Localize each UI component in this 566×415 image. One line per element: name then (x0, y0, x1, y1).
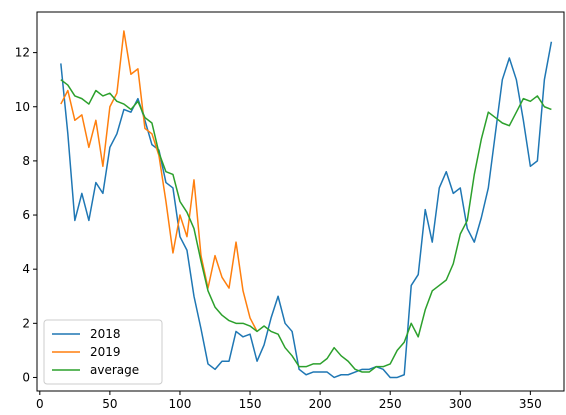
x-tick-label: 300 (449, 397, 472, 411)
x-tick-label: 250 (379, 397, 402, 411)
plot-frame (36, 11, 565, 392)
x-tick-label: 100 (169, 397, 192, 411)
series-line (60, 30, 258, 332)
series-line (60, 79, 552, 373)
y-tick-label: 0 (22, 370, 30, 384)
x-tick-label: 350 (519, 397, 542, 411)
legend-box (43, 319, 163, 385)
legend-label: 2019 (90, 345, 121, 359)
legend: 2018 2019 average (43, 319, 163, 385)
x-tick-label: 0 (36, 397, 44, 411)
x-tick-label: 200 (309, 397, 332, 411)
y-tick-label: 12 (15, 46, 30, 60)
y-tick-label: 10 (15, 100, 30, 114)
x-tick-label: 150 (239, 397, 262, 411)
y-tick-label: 8 (22, 154, 30, 168)
legend-label: 2018 (90, 327, 121, 341)
legend-label: average (90, 363, 139, 377)
x-tick-label: 50 (102, 397, 117, 411)
y-tick-label: 2 (22, 316, 30, 330)
y-tick-label: 6 (22, 208, 30, 222)
y-tick-label: 4 (22, 262, 30, 276)
